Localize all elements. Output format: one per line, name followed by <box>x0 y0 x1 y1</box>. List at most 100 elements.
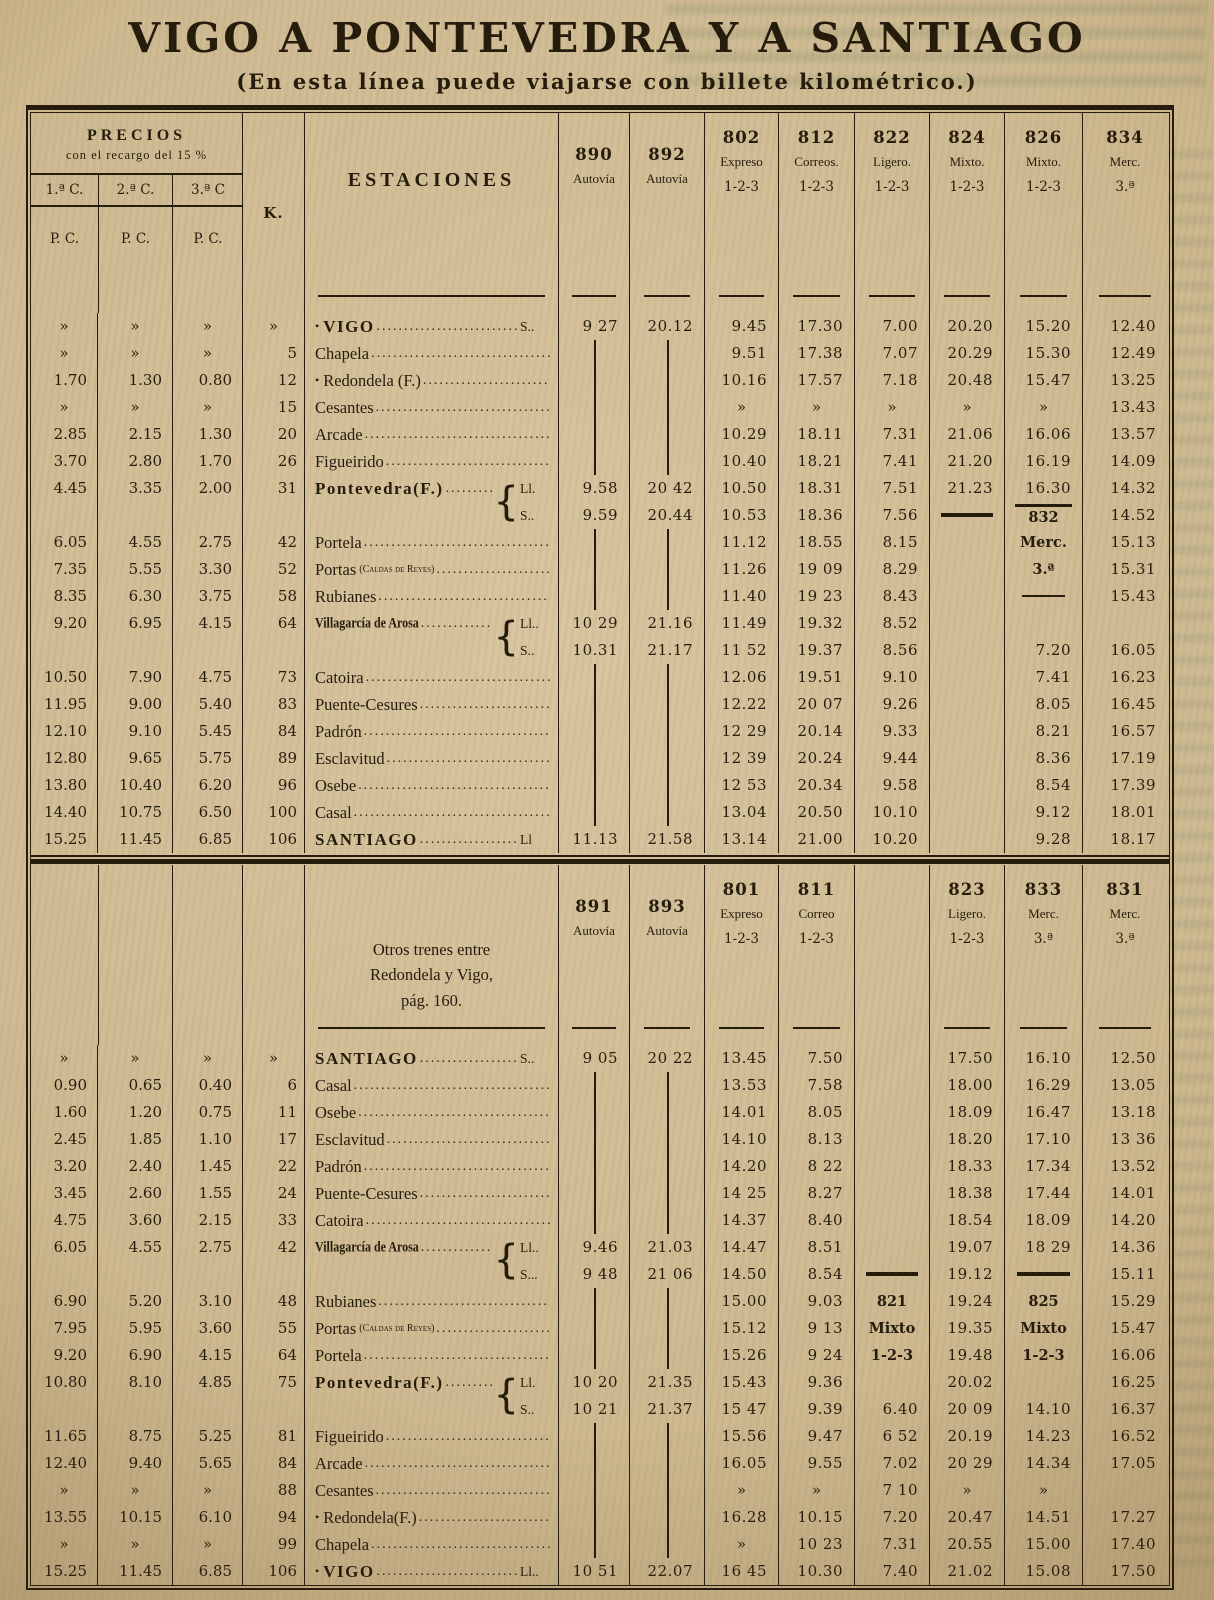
price-cell: » <box>98 1530 173 1558</box>
station-bullet-icon: • <box>315 1509 320 1524</box>
time-cell <box>630 745 705 772</box>
price-cell: 1.55 <box>173 1179 243 1207</box>
station-name: Catoira <box>315 1210 364 1230</box>
time-cell <box>1005 583 1083 610</box>
dot-leader: ........................................… <box>365 670 550 685</box>
price-cell: » <box>31 340 98 367</box>
section-divider-bar <box>31 858 1169 864</box>
table-row: »»»»SANTIAGO............................… <box>31 1044 1169 1072</box>
table-row: 12.10 9.10 5.45 84 Padrón...................… <box>31 718 1169 745</box>
page-subtitle: (En esta línea puede viajarse con billet… <box>236 69 978 94</box>
time-cell: 20.12 <box>630 313 705 340</box>
train-type: Merc. <box>1028 905 1059 921</box>
stop-type-label: Ll.. <box>520 1239 539 1255</box>
km-cell: 55 <box>243 1314 305 1342</box>
station-cell: SANTIAGO................................… <box>305 826 559 853</box>
station-name: Chapela <box>315 1534 370 1554</box>
price-cell: 3.35 <box>98 475 173 502</box>
station-cell: Arcade..................................… <box>305 421 559 448</box>
price-cell <box>98 637 173 664</box>
time-cell: 16.10 <box>1005 1044 1083 1072</box>
station-name: Redondela(F.) <box>323 1507 417 1527</box>
price-cell <box>173 1260 243 1288</box>
station-name: Catoira <box>315 668 364 687</box>
price-cell: 9.10 <box>98 718 173 745</box>
km-cell <box>243 502 305 529</box>
time-cell <box>1005 610 1083 637</box>
time-cell: 17.44 <box>1005 1179 1083 1207</box>
time-cell: 10.31 <box>559 637 630 664</box>
time-cell: 20.55 <box>930 1530 1005 1558</box>
station-cell: S.. <box>305 1395 559 1423</box>
time-cell: 14.34 <box>1005 1449 1083 1477</box>
time-cell: 10.15 <box>779 1503 855 1531</box>
time-cell: 21.58 <box>630 826 705 853</box>
time-cell: 9.44 <box>855 745 930 772</box>
price-cell: » <box>31 1044 98 1072</box>
time-cell: 7.40 <box>855 1557 930 1585</box>
time-cell: 9.46 <box>559 1233 630 1261</box>
header-rule <box>1019 1026 1068 1029</box>
dot-leader: ........................................… <box>364 427 550 442</box>
station-name: SANTIAGO <box>315 1048 418 1068</box>
price-cell: 9.40 <box>98 1449 173 1477</box>
time-cell <box>930 664 1005 691</box>
time-cell <box>630 1071 705 1099</box>
price-cell: 3.60 <box>173 1314 243 1342</box>
time-cell <box>559 1341 630 1369</box>
price-cell <box>173 1395 243 1423</box>
table-row: 15.25 11.45 6.85 106 • VIGO..................… <box>31 1557 1169 1585</box>
table-row: 6.05 4.55 2.75 42 Villagarcía de Arosa......… <box>31 1233 1169 1280</box>
stop-type-label: Ll.. <box>520 616 539 631</box>
time-cell: 18.09 <box>930 1098 1005 1126</box>
price-cell: » <box>173 313 243 340</box>
time-cell: 13.52 <box>1110 1156 1156 1175</box>
time-cell: 825 <box>1005 1287 1083 1315</box>
km-cell: 42 <box>243 1233 305 1261</box>
train-number: 893 <box>648 896 686 916</box>
price-cell: 4.45 <box>31 475 98 502</box>
km-cell <box>243 1395 305 1423</box>
header-rule <box>644 1026 690 1029</box>
stop-type-label: Ll <box>520 832 532 847</box>
time-cell <box>559 1422 630 1450</box>
time-cell: 12.22 <box>705 691 779 718</box>
time-cell: 7.41 <box>1005 664 1083 691</box>
price-cell: » <box>173 340 243 367</box>
table-row: 12.40 9.40 5.65 84 Arcade...................… <box>31 1449 1169 1477</box>
time-cell: Mixto <box>1005 1314 1083 1342</box>
station-name: Cesantes <box>315 1480 374 1500</box>
table-row: 1.60 1.20 0.75 11 Osebe.....................… <box>31 1098 1169 1126</box>
dot-leader: ........................................… <box>375 400 550 415</box>
km-cell: 84 <box>243 1449 305 1477</box>
km-cell: 84 <box>243 718 305 745</box>
price-cell: 1.30 <box>98 367 173 394</box>
table-row: 3.20 2.40 1.45 22 Padrón....................… <box>31 1152 1169 1180</box>
table-row: 9.20 6.95 4.15 64 Villagarcía de Arosa......… <box>31 610 1169 657</box>
dot-leader: ........................................… <box>385 1428 550 1444</box>
time-cell: 21.17 <box>630 637 705 664</box>
time-cell: 9.28 <box>1005 826 1083 853</box>
station-name: Osebe <box>315 776 357 795</box>
train-type: Expreso <box>720 154 763 169</box>
time-cell: 15.12 <box>705 1314 779 1342</box>
station-cell: •Redondela (F.).........................… <box>305 367 559 394</box>
price-cell: 1.70 <box>31 367 98 394</box>
time-cell: 9 13 <box>779 1314 855 1342</box>
dot-leader: ........................................… <box>420 616 492 631</box>
dot-leader: ........................................… <box>376 1563 518 1579</box>
train-header-cell: 823 Ligero. 1-2-3 <box>930 864 1005 1045</box>
time-cell: » <box>705 1530 779 1558</box>
time-cell: 16.25 <box>1110 1372 1156 1391</box>
time-cell: 17.10 <box>1005 1125 1083 1153</box>
train-header-cell: 826 Mixto. 1-2-3 <box>1005 113 1083 313</box>
time-cell: 9.10 <box>855 664 930 691</box>
time-cell: 10.20 <box>855 826 930 853</box>
train-number: 822 <box>873 128 911 147</box>
price-cell: 8.10 <box>98 1368 173 1396</box>
time-cell <box>630 1530 705 1558</box>
time-cell: 18.54 <box>930 1206 1005 1234</box>
time-cell <box>630 664 705 691</box>
train-number: 831 <box>1106 879 1144 899</box>
train-header-cell: 833 Merc. 3.ª <box>1005 864 1083 1045</box>
